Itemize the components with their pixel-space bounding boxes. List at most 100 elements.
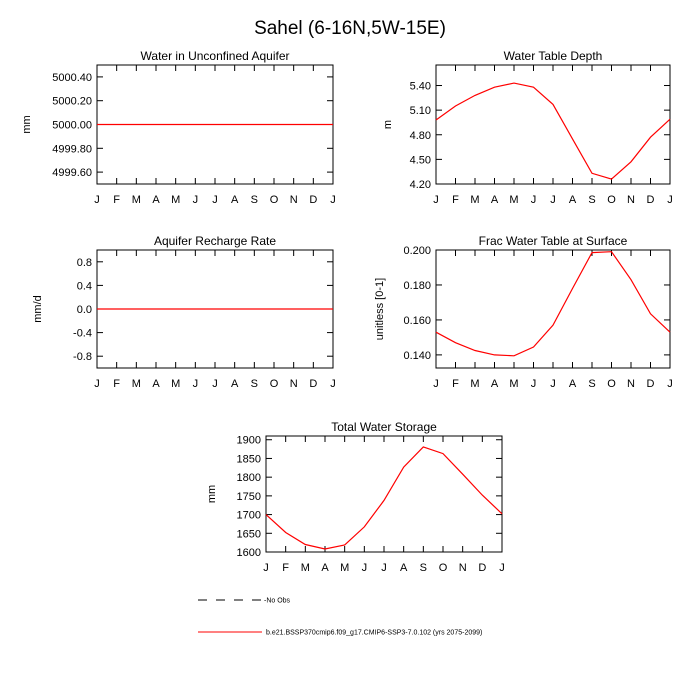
- y-tick-label: 1750: [237, 491, 261, 503]
- x-tick-label: D: [309, 194, 317, 206]
- series-line: [265, 446, 503, 550]
- y-tick-label: -0.4: [73, 328, 92, 340]
- y-axis-label: mm/d: [32, 295, 44, 323]
- y-axis-label: unitless [0-1]: [374, 278, 386, 340]
- x-tick-label: J: [193, 378, 199, 390]
- x-tick-label: O: [607, 194, 616, 206]
- y-tick-label: 5000.40: [52, 72, 92, 84]
- x-tick-label: M: [470, 194, 479, 206]
- chart-title: Water in Unconfined Aquifer: [141, 49, 290, 63]
- x-tick-label: A: [321, 562, 329, 574]
- x-tick-label: A: [152, 378, 160, 390]
- x-tick-label: F: [113, 378, 120, 390]
- x-tick-label: N: [459, 562, 467, 574]
- x-tick-label: A: [569, 194, 577, 206]
- x-tick-label: A: [491, 378, 499, 390]
- x-tick-label: J: [499, 562, 505, 574]
- x-tick-label: D: [647, 378, 655, 390]
- x-tick-label: J: [94, 194, 100, 206]
- x-tick-label: J: [550, 378, 556, 390]
- x-tick-label: N: [627, 378, 635, 390]
- chart-panel-4: Frac Water Table at Surface unitless [0-1…: [374, 234, 673, 390]
- legend: -No Obs b.e21.BSSP370cmip6.f09_g17.CMIP6-…: [198, 598, 482, 637]
- plot-frame: [265, 435, 503, 553]
- y-tick-label: 5000.00: [52, 120, 92, 132]
- y-tick-label: 1700: [237, 510, 261, 522]
- x-tick-label: N: [627, 194, 635, 206]
- x-tick-label: M: [509, 194, 518, 206]
- x-tick-label: N: [290, 378, 298, 390]
- x-tick-label: M: [171, 194, 180, 206]
- y-tick-label: 1800: [237, 472, 261, 484]
- y-tick-label: 0.140: [403, 350, 431, 362]
- chart-title: Frac Water Table at Surface: [479, 234, 628, 248]
- x-tick-label: S: [251, 194, 258, 206]
- x-tick-label: J: [263, 562, 269, 574]
- x-tick-label: J: [212, 378, 218, 390]
- x-tick-label: A: [491, 194, 499, 206]
- x-tick-label: J: [433, 378, 439, 390]
- y-tick-label: 1850: [237, 453, 261, 465]
- x-tick-label: J: [531, 378, 537, 390]
- x-tick-label: J: [330, 378, 336, 390]
- x-tick-label: A: [400, 562, 408, 574]
- x-tick-label: A: [152, 194, 160, 206]
- x-tick-label: S: [251, 378, 258, 390]
- chart-title: Total Water Storage: [331, 420, 437, 434]
- x-tick-label: F: [452, 378, 459, 390]
- x-tick-label: J: [667, 378, 673, 390]
- y-tick-label: 4999.80: [52, 143, 92, 155]
- x-tick-label: J: [193, 194, 199, 206]
- x-tick-label: J: [531, 194, 537, 206]
- x-tick-label: N: [290, 194, 298, 206]
- x-tick-label: M: [509, 378, 518, 390]
- y-tick-label: 5000.20: [52, 96, 92, 108]
- x-tick-label: S: [588, 378, 595, 390]
- plot-frame: [435, 64, 671, 185]
- y-tick-label: 4.20: [410, 179, 431, 191]
- y-tick-label: 1600: [237, 547, 261, 559]
- x-tick-label: A: [231, 194, 239, 206]
- y-tick-label: 0.180: [403, 280, 431, 292]
- x-tick-label: O: [270, 194, 279, 206]
- chart-title: Water Table Depth: [504, 49, 603, 63]
- x-tick-label: D: [478, 562, 486, 574]
- x-tick-label: S: [588, 194, 595, 206]
- x-tick-label: A: [569, 378, 577, 390]
- x-tick-label: A: [231, 378, 239, 390]
- x-tick-label: D: [647, 194, 655, 206]
- x-tick-label: J: [362, 562, 368, 574]
- y-axis-label: mm: [206, 485, 218, 503]
- figure-title: Sahel (6-16N,5W-15E): [254, 18, 446, 39]
- y-tick-label: -0.8: [73, 351, 92, 363]
- y-tick-label: 4.50: [410, 154, 431, 166]
- legend-label: -No Obs: [264, 598, 291, 605]
- x-tick-label: J: [212, 194, 218, 206]
- y-tick-label: 5.10: [410, 105, 431, 117]
- x-tick-label: S: [420, 562, 427, 574]
- plot-frame: [435, 249, 671, 369]
- y-tick-label: 0.8: [77, 257, 92, 269]
- x-tick-label: O: [607, 378, 616, 390]
- y-tick-label: 1650: [237, 528, 261, 540]
- x-tick-label: M: [132, 194, 141, 206]
- y-tick-label: 0.200: [403, 245, 431, 257]
- y-tick-label: 5.40: [410, 81, 431, 93]
- x-tick-label: O: [439, 562, 448, 574]
- x-tick-label: F: [113, 194, 120, 206]
- y-axis-label: m: [382, 120, 394, 129]
- legend-label: b.e21.BSSP370cmip6.f09_g17.CMIP6-SSP3-7.…: [266, 630, 482, 637]
- x-tick-label: M: [132, 378, 141, 390]
- x-tick-label: F: [282, 562, 289, 574]
- x-tick-label: J: [94, 378, 100, 390]
- x-tick-label: M: [470, 378, 479, 390]
- y-axis-label: mm: [21, 115, 33, 133]
- x-tick-label: D: [309, 378, 317, 390]
- y-tick-label: 0.4: [77, 280, 92, 292]
- x-tick-label: J: [381, 562, 387, 574]
